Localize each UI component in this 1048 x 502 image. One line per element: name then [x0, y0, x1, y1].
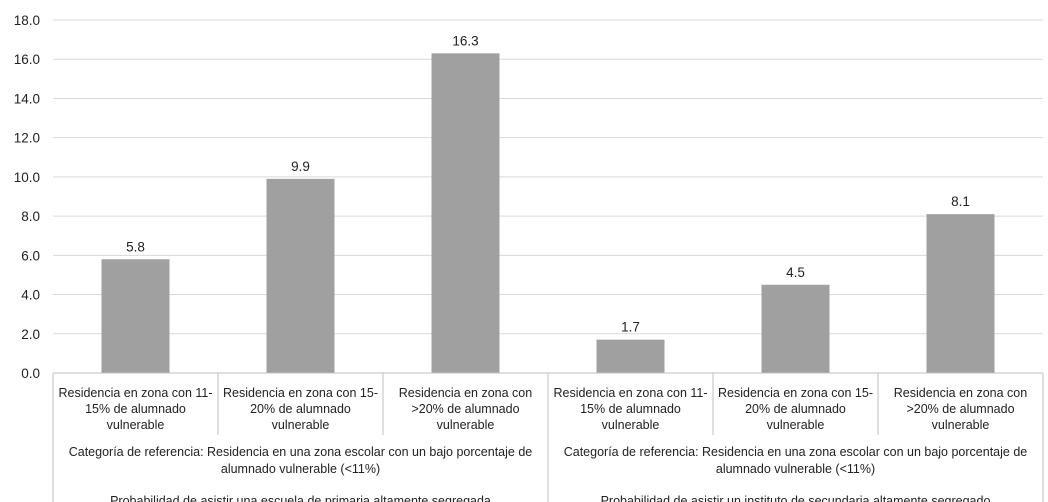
category-label: Residencia en zona con 15-	[223, 386, 378, 400]
group-label: Probabilidad de asistir una escuela de p…	[110, 494, 491, 502]
group-label: Probabilidad de asistir un instituto de …	[601, 494, 991, 502]
category-label: Residencia en zona con 11-	[553, 386, 707, 400]
y-tick-label: 0.0	[21, 366, 40, 381]
category-label: vulnerable	[602, 418, 660, 432]
y-tick-label: 6.0	[21, 248, 40, 263]
category-label: Residencia en zona con 15-	[718, 386, 873, 400]
data-label: 16.3	[452, 33, 478, 48]
reference-category-label: Categoría de referencia: Residencia en u…	[69, 445, 533, 459]
y-tick-label: 4.0	[21, 288, 40, 303]
reference-category-label: alumnado vulnerable (<11%)	[716, 462, 875, 476]
data-label: 9.9	[291, 159, 310, 174]
category-label: Residencia en zona con	[894, 386, 1027, 400]
y-tick-label: 16.0	[14, 52, 40, 67]
bar	[431, 53, 500, 373]
y-tick-label: 12.0	[14, 131, 40, 146]
data-label: 8.1	[951, 194, 970, 209]
category-label: 20% de alumnado	[250, 402, 351, 416]
y-tick-label: 10.0	[14, 170, 40, 185]
category-label: vulnerable	[272, 418, 330, 432]
data-label: 4.5	[786, 265, 805, 280]
category-label: vulnerable	[437, 418, 495, 432]
bar	[266, 178, 335, 373]
category-label: vulnerable	[767, 418, 825, 432]
category-label: 15% de alumnado	[85, 402, 186, 416]
category-label: vulnerable	[107, 418, 165, 432]
category-label: Residencia en zona con 11-	[58, 386, 212, 400]
category-label: vulnerable	[932, 418, 990, 432]
category-label: 15% de alumnado	[580, 402, 681, 416]
category-label: Residencia en zona con	[399, 386, 532, 400]
bar	[761, 284, 830, 373]
bar	[596, 339, 665, 373]
category-label: >20% de alumnado	[906, 402, 1014, 416]
reference-category-label: Categoría de referencia: Residencia en u…	[564, 445, 1028, 459]
category-label: 20% de alumnado	[745, 402, 846, 416]
y-tick-label: 18.0	[14, 13, 40, 28]
category-label: >20% de alumnado	[411, 402, 519, 416]
y-tick-label: 2.0	[21, 327, 40, 342]
bar	[926, 214, 995, 373]
reference-category-label: alumnado vulnerable (<11%)	[221, 462, 380, 476]
data-label: 1.7	[621, 320, 640, 335]
y-tick-label: 8.0	[21, 209, 40, 224]
bar	[101, 259, 170, 373]
data-label: 5.8	[126, 239, 145, 254]
y-tick-label: 14.0	[14, 91, 40, 106]
